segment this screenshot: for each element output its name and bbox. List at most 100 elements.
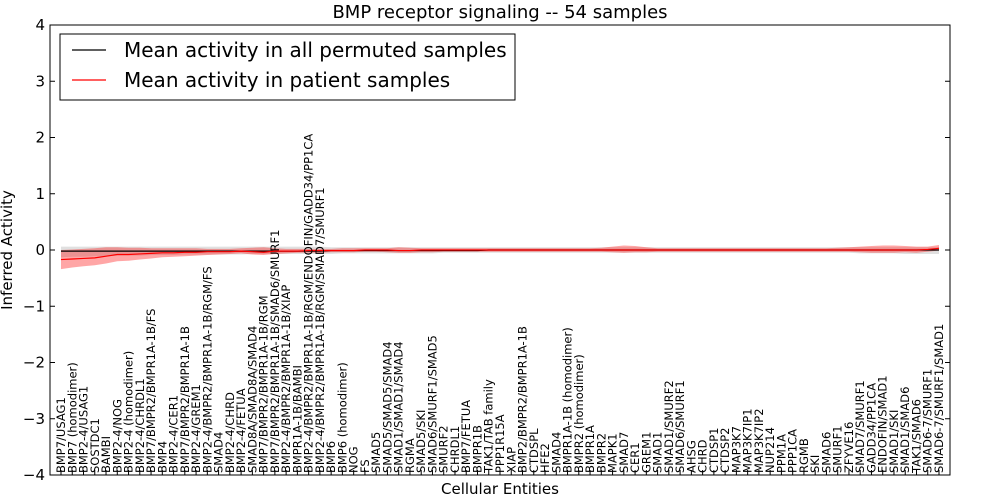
entity-label: RGMA: [403, 438, 417, 473]
entity-label: BMP2-4/BMPR2/BMPR1A-1B/XIAP: [279, 285, 293, 473]
entity-label: BMP2-4/BMPR2/BMPR1A-1B/RGM/SMAD7/SMURF1: [313, 187, 327, 473]
entity-label: SMAD6: [819, 432, 833, 473]
entity-label: BMPR1A-1B (homodimer): [561, 327, 575, 473]
entity-label: MAP3K7IP1: [741, 408, 755, 473]
legend-label-patient: Mean activity in patient samples: [124, 68, 450, 92]
entity-label: BMPR2 (homodimer): [572, 354, 586, 473]
entity-label: PPP1CA: [786, 429, 800, 473]
entity-label: CTDSP1: [707, 428, 721, 473]
entity-label: CER1: [628, 442, 642, 473]
entity-label: SMAD1/SKI: [887, 410, 901, 473]
entity-label: BMP2-4/BMPR2/BMPR1A-1B/RGM/ENDOFIN/GADD3…: [302, 134, 316, 473]
entity-label: GREM1: [639, 432, 653, 473]
entity-label: BMP2-4/CHRDL1: [133, 378, 147, 473]
chart-title: BMP receptor signaling -- 54 samples: [332, 2, 667, 23]
series-lines: [60, 247, 940, 261]
y-tick-label: 1: [35, 185, 45, 203]
entity-label: BMP2-4/FETUA: [234, 388, 248, 473]
entity-label: TAK1/SMAD6: [909, 399, 923, 474]
entity-label: BMP6 (homodimer): [335, 362, 349, 473]
entity-label: CTDSP2: [718, 428, 732, 473]
entity-label: PPP1R15A: [493, 414, 507, 473]
y-tick-label: −3: [23, 410, 45, 428]
entity-label: NOG: [347, 446, 361, 473]
y-tick-label: 0: [35, 241, 45, 259]
entity-label: BMP7/BMPR2/BMPR1A-1B/RGM: [257, 295, 271, 473]
entity-label: SMAD4: [549, 432, 563, 473]
entity-label: ZFYVE16: [842, 422, 856, 473]
entity-label: SMAD7/SMURF1: [853, 380, 867, 473]
entity-label: SMAD8A/SMAD8A/SMAD4: [245, 326, 259, 473]
entity-label: SMURF1: [831, 425, 845, 473]
entity-label: BMP6: [324, 441, 338, 473]
entity-label: SMAD6-7/SMURF1: [921, 369, 935, 473]
entity-label: SMAD7: [617, 432, 631, 473]
entity-label: CTDSPL: [527, 428, 541, 473]
entity-label: BAMBI: [99, 436, 113, 473]
band-permuted: [61, 246, 939, 258]
entity-label: BMP2-4/GREM1: [189, 384, 203, 473]
entity-label: BMPR1A: [583, 425, 597, 473]
entity-label: FS: [358, 459, 372, 473]
entity-label: BMP7/FETUA: [459, 400, 473, 473]
entity-label: BMP2-4 (homodimer): [122, 351, 136, 473]
line-patient: [60, 247, 940, 261]
y-tick-label: 2: [35, 129, 45, 147]
y-axis-label: Inferred Activity: [0, 190, 16, 310]
entity-label: BMP7/USAG1: [54, 397, 68, 473]
y-tick-label: 3: [35, 72, 45, 90]
entity-label: MAPK1: [606, 433, 620, 473]
entity-label: SMAD6-7/SMURF1/SMAD1: [932, 324, 946, 473]
entity-label: RGMB: [797, 438, 811, 473]
legend-label-permuted: Mean activity in all permuted samples: [124, 38, 507, 62]
entity-label: NUP214: [763, 427, 777, 473]
entity-label: BMP4: [155, 441, 169, 473]
entity-label: BMP2/BMPR2/BMPR1A-1B: [516, 326, 530, 473]
entity-label: GADD34/PP1CA: [864, 383, 878, 473]
entity-label: SMAD5: [369, 432, 383, 473]
entity-label: CHRDL1: [448, 426, 462, 473]
entity-label: MAP3K7IP2: [752, 408, 766, 473]
entity-label: SMAD1/SMAD1/SMAD4: [392, 341, 406, 473]
entity-label: SMAD1/SMURF2: [662, 380, 676, 473]
entity-label: SKI: [808, 455, 822, 473]
legend: Mean activity in all permuted samples Me…: [59, 33, 516, 101]
entity-label: TAK1/TAB family: [482, 379, 496, 474]
entity-label: BMPR1A-1B/BAMBI: [290, 365, 304, 473]
x-axis-label: Cellular Entities: [441, 480, 559, 498]
y-axis: −4 −3 −2 −1 0 1 2 3 4: [23, 16, 950, 484]
entity-label: BMP2-4/NOG: [110, 399, 124, 473]
entity-label: SMAD1: [651, 432, 665, 473]
entity-label: SOSTDC1: [88, 418, 102, 473]
entity-label: BMP7/BMPR2/BMPR1A-1B: [178, 326, 192, 473]
y-tick-label: 4: [35, 16, 45, 34]
entity-label: BMP7/BMPR2/BMPR1A-1B/FS: [144, 309, 158, 473]
entity-label: SMAD5/SMAD5/SMAD4: [380, 341, 394, 473]
y-tick-label: −1: [23, 297, 45, 315]
entity-label: MAP3K7: [729, 426, 743, 473]
entity-label: BMP2-4/CER1: [167, 395, 181, 473]
entity-label: SMAD6/SMURF1: [673, 380, 687, 473]
entity-label: XIAP: [504, 447, 518, 473]
entity-label: SMURF2: [437, 425, 451, 473]
entity-label: SMAD6/SMURF1/SMAD5: [425, 335, 439, 473]
entity-label: BMP7/BMPR2/BMPR1A-1B/SMAD6/SMURF1: [268, 230, 282, 473]
entity-label: SMAD4: [212, 432, 226, 473]
y-tick-label: −2: [23, 354, 45, 372]
entity-label: SMAD5/SKI: [414, 410, 428, 473]
y-tick-label: −4: [23, 466, 45, 484]
entity-label: CHRD: [696, 439, 710, 473]
legend-box: [59, 33, 516, 101]
entity-label: HFE2: [538, 443, 552, 473]
entity-label: PPM1A: [774, 434, 788, 473]
entity-label: BMP2-4/CHRD: [223, 392, 237, 473]
entity-label: BMP2-4/BMPR2/BMPR1A-1B/RGM/FS: [200, 266, 214, 473]
entity-label: BMP2-4/USAG1: [77, 386, 91, 473]
entity-label: SMAD1/SMAD6: [898, 387, 912, 473]
entity-label: AHSG: [684, 440, 698, 473]
entity-label: BMPR1B: [470, 425, 484, 473]
entity-label: BMP7 (homodimer): [65, 362, 79, 473]
entity-label: ENDOFIN/SMAD1: [876, 375, 890, 473]
